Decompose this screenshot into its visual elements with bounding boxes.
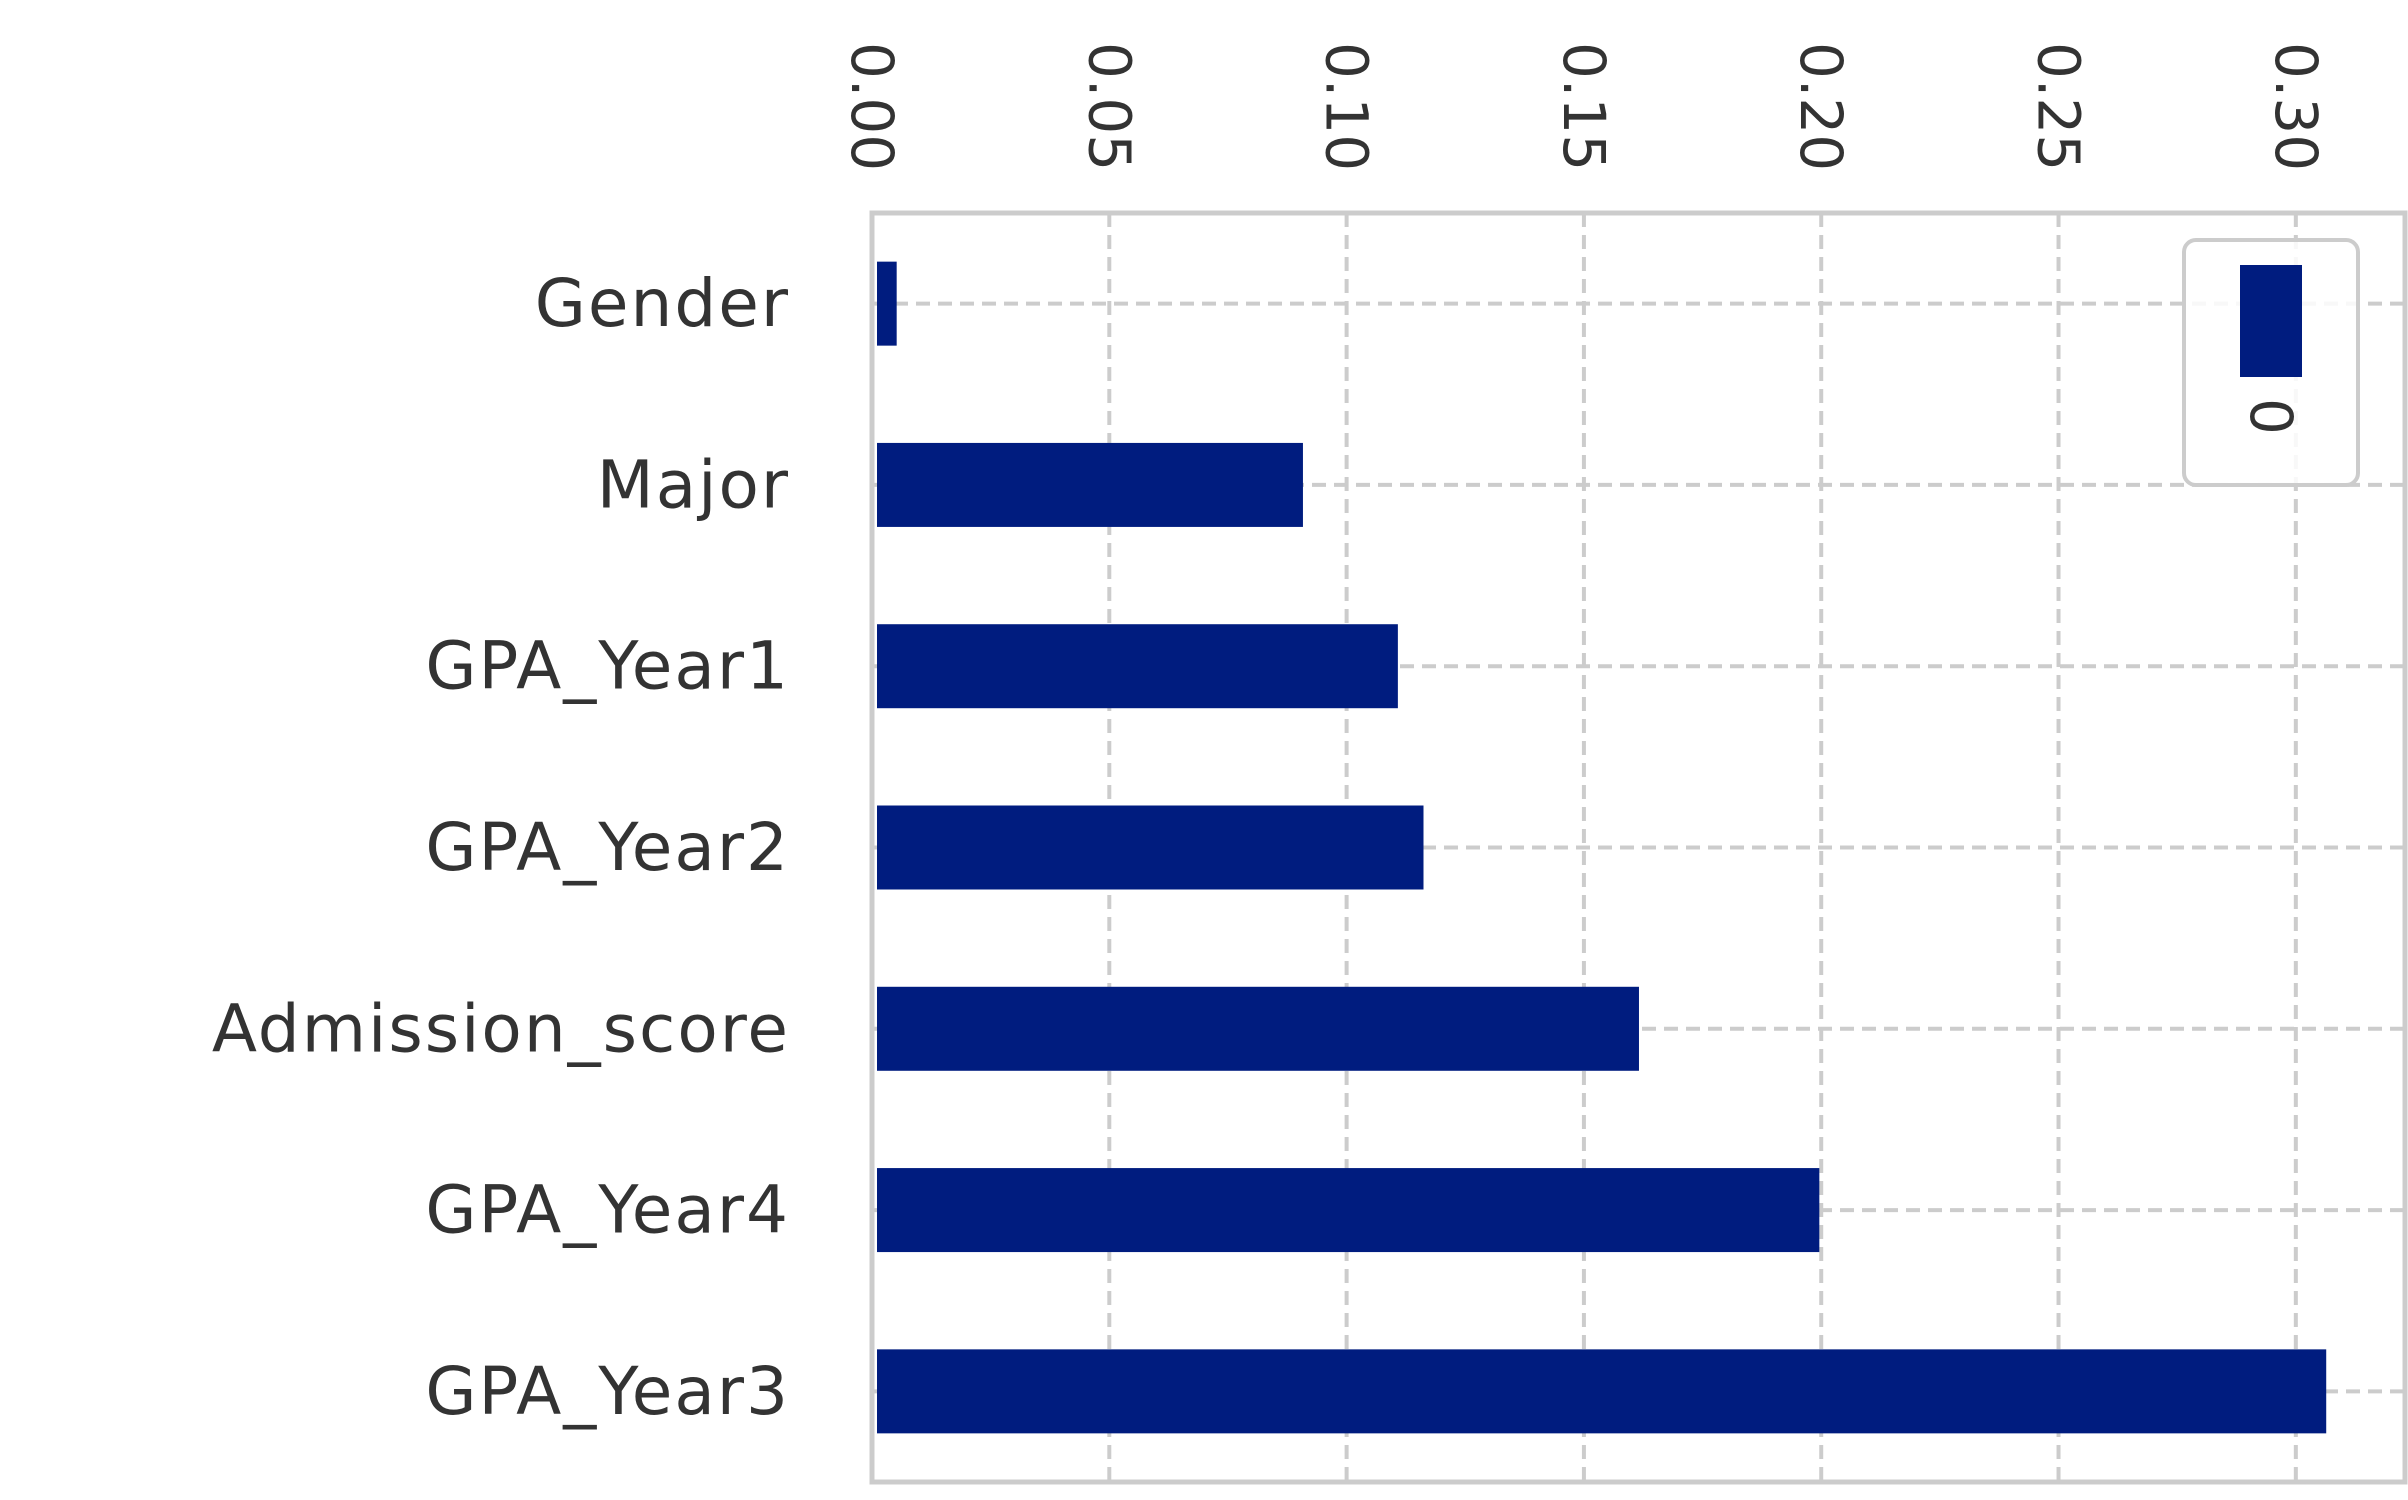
legend-label: 0 [2237,398,2305,435]
legend: 0 [2182,238,2360,487]
bar-gender [877,261,897,346]
x-tick-label: 0.30 [2262,42,2330,171]
bar-gpa-year3 [877,1349,2327,1434]
y-tick-label: Gender [535,265,790,342]
plot-frame-layer [869,210,2408,1485]
x-tick-label: 0.20 [1787,42,1855,171]
y-tick-label: GPA_Year2 [425,809,790,886]
bar-gpa-year2 [877,805,1424,890]
plot-frame [869,210,2408,1485]
bars-layer [877,261,2327,1434]
y-tick-label: GPA_Year1 [425,628,790,705]
bar-admission-score [877,986,1639,1071]
y-axis-labels: Gender Major GPA_Year1 GPA_Year2 Admission_s… [212,265,790,1430]
y-tick-label: Admission_score [212,990,790,1067]
bar-major [877,442,1303,527]
y-tick-label: Major [597,446,790,523]
legend-swatch [2240,265,2302,377]
y-tick-label: GPA_Year3 [425,1353,790,1430]
x-axis-tick-labels: 0.00 0.05 0.10 0.15 0.20 0.25 0.30 [838,42,2330,171]
x-tick-label: 0.15 [1550,42,1618,171]
x-tick-label: 0.25 [2025,42,2093,171]
bar-gpa-year4 [877,1168,1820,1253]
x-tick-label: 0.00 [838,42,906,171]
bar-gpa-year1 [877,624,1398,709]
x-tick-label: 0.10 [1313,42,1381,171]
x-tick-label: 0.05 [1075,42,1143,171]
y-tick-label: GPA_Year4 [425,1172,790,1249]
